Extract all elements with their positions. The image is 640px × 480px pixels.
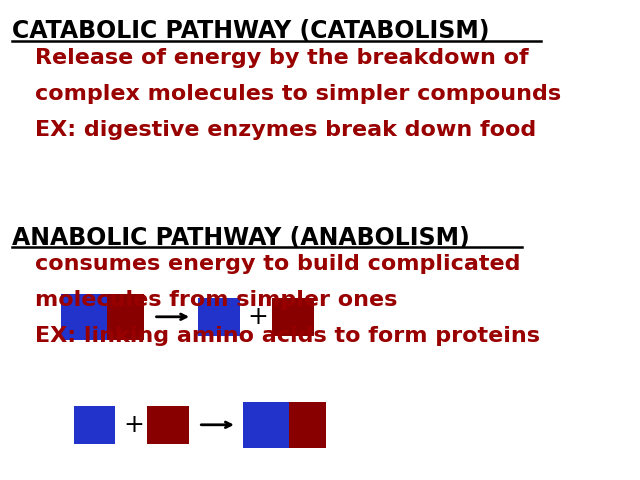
Bar	[106, 294, 144, 340]
Text: CATABOLIC PATHWAY (CATABOLISM): CATABOLIC PATHWAY (CATABOLISM)	[12, 19, 489, 43]
Bar	[198, 298, 240, 336]
Bar	[74, 406, 115, 444]
Bar	[289, 402, 326, 447]
Text: ANABOLIC PATHWAY (ANABOLISM): ANABOLIC PATHWAY (ANABOLISM)	[12, 226, 469, 250]
Bar	[61, 294, 106, 340]
Bar	[272, 298, 314, 336]
Text: consumes energy to build complicated: consumes energy to build complicated	[35, 254, 521, 275]
Text: EX: digestive enzymes break down food: EX: digestive enzymes break down food	[35, 120, 536, 140]
Text: molecules from simpler ones: molecules from simpler ones	[35, 290, 397, 311]
Text: complex molecules to simpler compounds: complex molecules to simpler compounds	[35, 84, 561, 104]
Bar	[243, 402, 289, 447]
Text: +: +	[248, 305, 269, 329]
Text: Release of energy by the breakdown of: Release of energy by the breakdown of	[35, 48, 529, 68]
Text: +: +	[123, 413, 144, 437]
Bar	[147, 406, 189, 444]
Text: EX: linking amino acids to form proteins: EX: linking amino acids to form proteins	[35, 326, 540, 347]
